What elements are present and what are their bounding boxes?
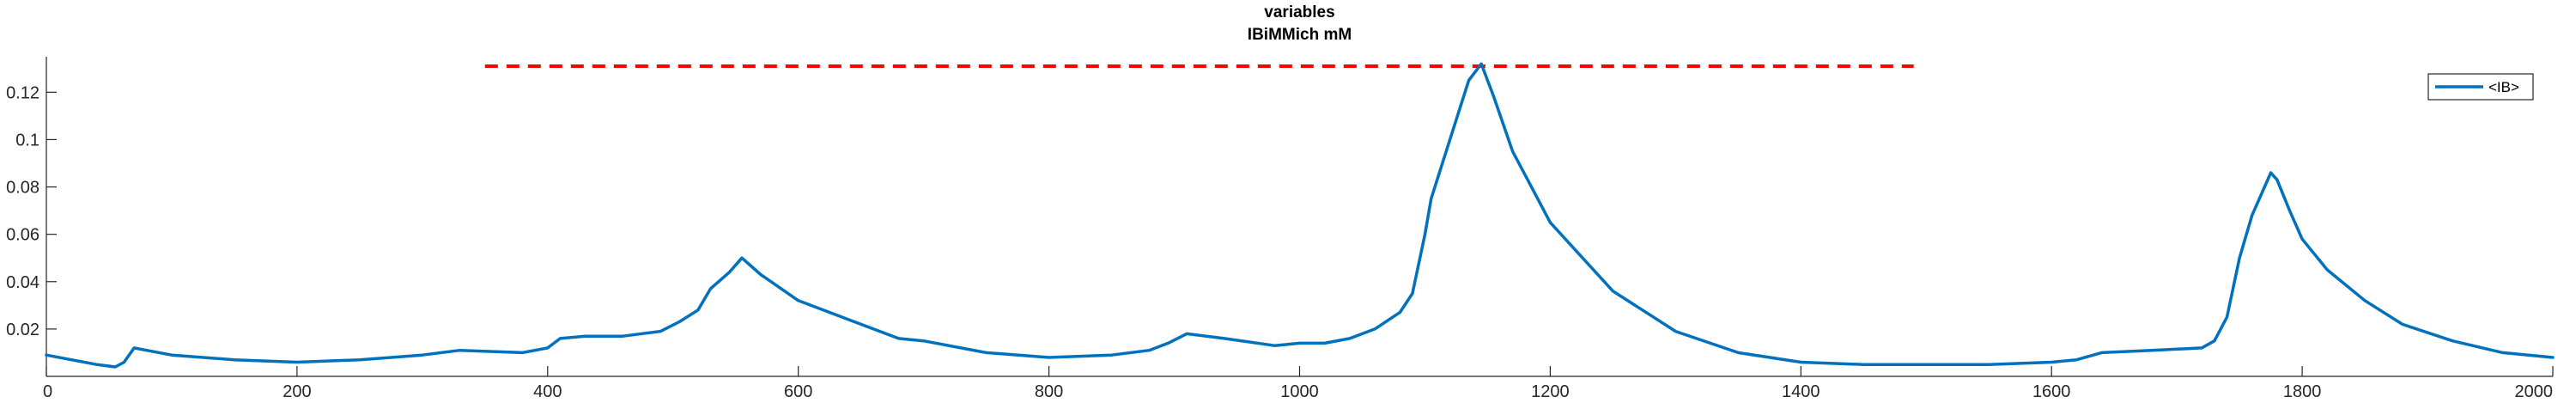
x-tick-label: 400 bbox=[533, 382, 562, 401]
chart-subtitle: IBiMMich mM bbox=[1248, 26, 1352, 44]
legend[interactable]: <IB> bbox=[2427, 73, 2534, 101]
y-tick-label: 0.06 bbox=[6, 226, 39, 245]
y-tick-label: 0.12 bbox=[6, 83, 39, 102]
y-tick-label: 0.1 bbox=[15, 131, 39, 150]
x-tick-label: 600 bbox=[784, 382, 812, 401]
series-line-0 bbox=[45, 62, 2555, 369]
x-tick-label: 1200 bbox=[1531, 382, 1570, 401]
axes bbox=[46, 57, 2553, 377]
y-tick-label: 0.04 bbox=[6, 273, 39, 292]
x-tick-label: 0 bbox=[43, 382, 52, 401]
x-tick-label: 1400 bbox=[1782, 382, 1820, 401]
y-tick-label: 0.02 bbox=[6, 321, 39, 339]
plot-area bbox=[45, 62, 2555, 369]
legend-entry-label: <IB> bbox=[2488, 79, 2519, 95]
y-tick-label: 0.08 bbox=[6, 179, 39, 198]
x-tick-label: 1600 bbox=[2032, 382, 2071, 401]
x-tick-label: 1000 bbox=[1280, 382, 1319, 401]
x-tick-label: 800 bbox=[1035, 382, 1063, 401]
chart-title: variables bbox=[1264, 3, 1334, 21]
x-tick-label: 2000 bbox=[2515, 382, 2554, 401]
x-tick-label: 200 bbox=[283, 382, 311, 401]
x-tick-label: 1800 bbox=[2283, 382, 2322, 401]
ticks: 0 200 400 600 800 1000 1200 1400 1600 1800 2000 0.0… bbox=[6, 83, 2554, 401]
